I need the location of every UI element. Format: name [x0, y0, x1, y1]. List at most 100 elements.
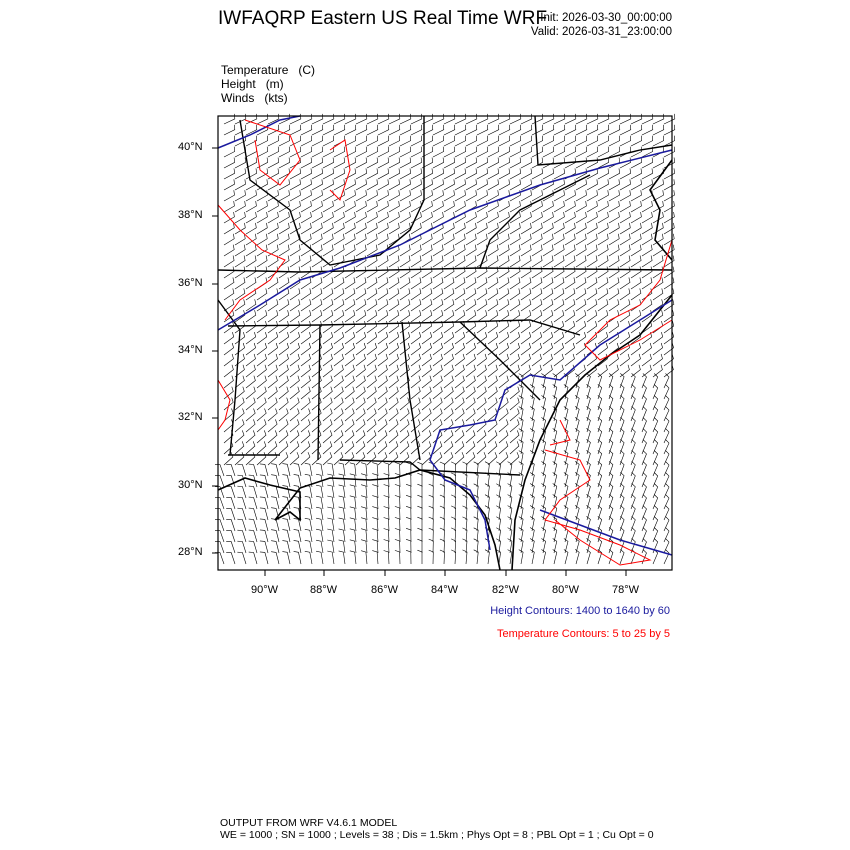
wind-barb	[226, 508, 236, 521]
wind-barb	[394, 484, 401, 499]
wind-barb	[487, 277, 499, 290]
wind-barb	[498, 168, 510, 180]
wind-barb	[327, 495, 335, 510]
wind-barb	[509, 310, 521, 323]
wind-barb	[256, 342, 267, 356]
wind-barb	[377, 364, 388, 378]
wind-barb	[421, 168, 433, 180]
wind-barb	[289, 364, 300, 378]
wind-barb	[248, 551, 258, 565]
wind-barb	[399, 277, 411, 290]
wind-barb	[498, 157, 510, 169]
wind-barb	[410, 255, 422, 268]
wind-barb	[531, 157, 543, 169]
wind-barb	[289, 375, 300, 389]
wind-barb	[454, 430, 465, 444]
wind-barb	[652, 353, 663, 367]
wind-barb	[552, 384, 558, 400]
wind-barb	[608, 201, 620, 213]
wind-barb	[439, 527, 445, 543]
wind-barb	[282, 485, 291, 499]
wind-barb	[256, 332, 268, 345]
wind-barb	[383, 517, 390, 532]
wind-barb	[248, 485, 258, 499]
wind-barb	[518, 406, 524, 422]
wind-barb	[630, 310, 642, 323]
wind-barb	[619, 417, 625, 433]
wind-barb	[223, 310, 235, 323]
wind-barb	[509, 408, 520, 422]
wind-barb	[520, 168, 532, 180]
wind-barb	[608, 527, 614, 543]
lon-tick-label: 86°W	[371, 584, 399, 596]
wind-barb	[410, 342, 421, 356]
wind-barb	[377, 321, 389, 334]
wind-barb	[278, 233, 290, 246]
wind-barb	[443, 179, 455, 191]
wind-barb	[349, 550, 357, 565]
wind-barb	[608, 505, 614, 521]
wind-barb	[421, 364, 432, 378]
wind-barb	[608, 461, 614, 477]
wind-barb	[278, 255, 290, 268]
wind-barb	[531, 364, 542, 378]
wind-barb	[349, 495, 357, 510]
wind-barb	[575, 255, 587, 268]
wind-barb	[652, 244, 664, 257]
wind-barb	[223, 201, 235, 213]
wind-barb	[542, 255, 554, 268]
wind-barb	[293, 540, 302, 554]
wind-barb	[630, 384, 636, 400]
wind-barb	[509, 353, 520, 367]
wind-barb	[282, 551, 291, 565]
wind-barb	[377, 277, 389, 290]
wind-barb	[316, 473, 324, 488]
wind-barb	[641, 255, 653, 268]
height-contour	[539, 509, 673, 556]
wind-barb	[333, 397, 344, 411]
wind-barb	[278, 452, 289, 466]
wind-barb	[641, 222, 653, 235]
wind-barb	[630, 516, 636, 532]
wind-barb	[278, 364, 289, 378]
wind-barb	[355, 419, 366, 433]
wind-barb	[630, 494, 636, 510]
wind-barb	[542, 277, 554, 290]
wind-barb	[451, 505, 457, 521]
wind-barb	[289, 190, 301, 202]
wind-barb	[259, 551, 269, 565]
wind-barb	[377, 310, 389, 323]
wind-barb	[641, 461, 647, 477]
wind-barb	[553, 135, 566, 147]
wind-barb	[289, 157, 301, 169]
wind-barb	[399, 332, 411, 345]
wind-barb	[496, 516, 501, 532]
wind-barb	[652, 135, 665, 147]
wind-barb	[383, 506, 390, 521]
wind-barb	[608, 364, 619, 378]
wind-barb	[399, 419, 410, 433]
wind-barb	[410, 386, 421, 400]
wind-barb	[509, 277, 521, 290]
wind-barb	[439, 538, 445, 554]
wind-barb	[608, 321, 620, 334]
wind-barb	[223, 266, 235, 279]
wind-barb	[214, 486, 225, 499]
wind-barb	[652, 332, 664, 345]
wind-barb	[300, 277, 312, 290]
wind-barb	[564, 266, 576, 279]
wind-barb	[619, 384, 625, 400]
wind-barb	[237, 485, 247, 499]
lat-tick-label: 32°N	[178, 411, 203, 423]
wind-barb	[487, 364, 498, 378]
wind-barb	[267, 452, 278, 466]
wind-barb	[322, 430, 333, 444]
wind-barb	[641, 168, 653, 180]
wind-barb	[355, 364, 366, 378]
wind-barb	[564, 310, 576, 323]
wind-barb	[487, 222, 499, 235]
wind-barb	[630, 288, 642, 301]
wind-barb	[234, 179, 246, 191]
wind-barb	[361, 528, 368, 543]
wind-barb	[245, 310, 257, 323]
